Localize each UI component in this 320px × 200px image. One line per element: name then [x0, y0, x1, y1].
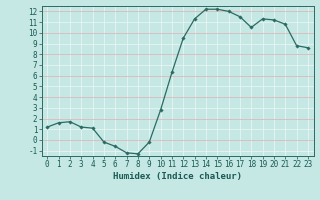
X-axis label: Humidex (Indice chaleur): Humidex (Indice chaleur) — [113, 172, 242, 181]
